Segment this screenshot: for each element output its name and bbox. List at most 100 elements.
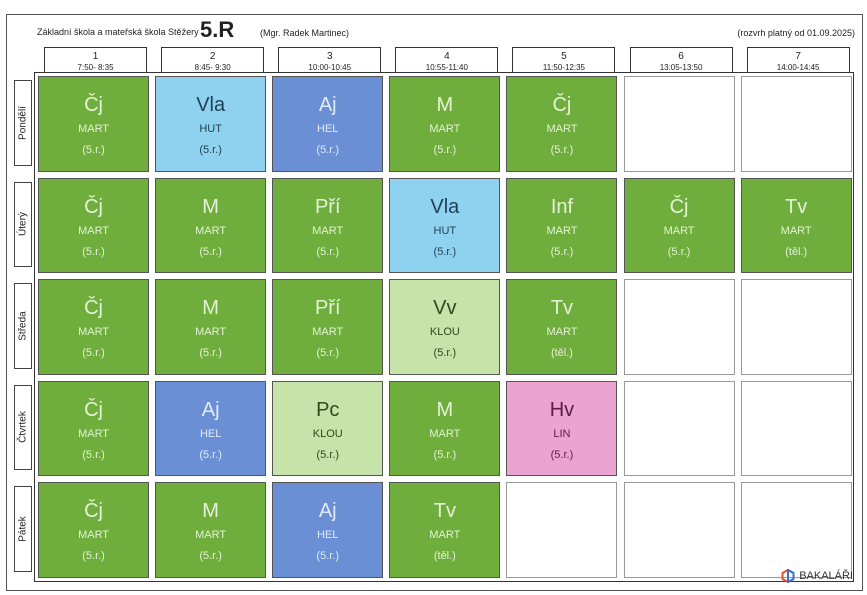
lesson-subject: Tv xyxy=(433,500,456,522)
lesson-cell: M MART (5.r.) xyxy=(155,482,267,578)
lesson-room: (těl.) xyxy=(785,245,808,258)
day-header-4: Čtvrtek xyxy=(14,384,32,470)
period-header-4: 4 10:55-11:40 xyxy=(395,47,499,73)
day-label: Pátek xyxy=(17,515,29,542)
lesson-subject: Čj xyxy=(84,297,103,319)
lesson-cell: Tv MART (těl.) xyxy=(740,177,852,273)
lesson-teacher: MART xyxy=(312,224,344,237)
day-label: Čtvrtek xyxy=(17,411,29,444)
lesson-teacher: HEL xyxy=(317,123,339,135)
lesson-subject: Aj xyxy=(201,398,220,421)
lesson-cell: Čj MART (5.r.) xyxy=(38,279,150,375)
lesson-cell: Tv MART (těl.) xyxy=(389,482,501,578)
lesson-cell: Pří MART (5.r.) xyxy=(272,177,384,273)
lesson-subject: Vla xyxy=(430,195,460,218)
lesson-cell: M MART (5.r.) xyxy=(155,279,267,375)
lesson-room: (5.r.) xyxy=(199,550,222,562)
lesson-cell: Čj MART (5.r.) xyxy=(38,76,150,172)
lesson-subject: Vv xyxy=(433,297,457,319)
lesson-room: (5.r.) xyxy=(433,347,457,359)
class-teacher: (Mgr. Radek Martinec) xyxy=(260,28,350,38)
lesson-cell: M MART (5.r.) xyxy=(155,177,267,273)
lesson-teacher: MART xyxy=(429,123,461,135)
lesson-subject: M xyxy=(202,500,219,522)
lesson-room: (5.r.) xyxy=(316,144,340,156)
period-number: 7 xyxy=(795,51,801,62)
lesson-room: (5.r.) xyxy=(199,144,222,156)
day-label: Středa xyxy=(17,311,29,341)
period-number: 5 xyxy=(561,51,567,62)
school-name: Základní škola a mateřská škola Stěžery xyxy=(37,27,199,37)
period-time: 7:50- 8:35 xyxy=(77,63,114,72)
lesson-teacher: KLOU xyxy=(429,326,460,338)
lesson-room: (5.r.) xyxy=(82,245,105,258)
period-number: 1 xyxy=(92,51,99,62)
period-number: 6 xyxy=(678,51,684,62)
lesson-teacher: MART xyxy=(195,326,227,338)
day-label: Úterý xyxy=(17,212,29,237)
lesson-subject: Pří xyxy=(314,297,341,319)
lesson-subject: Čj xyxy=(84,94,103,116)
lesson-cell: Hv LIN (5.r.) xyxy=(506,380,618,476)
period-header-6: 6 13:05-13:50 xyxy=(629,47,733,73)
lesson-room: (5.r.) xyxy=(82,144,105,156)
lesson-teacher: MART xyxy=(78,427,110,440)
lesson-cell: Inf MART (5.r.) xyxy=(506,177,618,273)
period-number: 2 xyxy=(209,51,216,62)
lesson-teacher: MART xyxy=(195,529,227,541)
lesson-room: (5.r.) xyxy=(316,347,340,359)
lesson-room: (5.r.) xyxy=(433,245,457,258)
lesson-cell: Čj MART (5.r.) xyxy=(38,380,150,476)
lesson-teacher: MART xyxy=(78,326,110,338)
lesson-subject: Tv xyxy=(550,297,574,319)
lesson-cell: Vla HUT (5.r.) xyxy=(155,76,267,172)
lesson-teacher: HUT xyxy=(433,224,457,237)
lesson-subject: Pří xyxy=(314,195,341,218)
timetable-grid: Čj MART (5.r.) Vla HUT (5.r.) Aj HEL (5.r.) M MART… xyxy=(34,72,854,582)
lesson-cell: Aj HEL (5.r.) xyxy=(272,76,384,172)
period-time: 13:05-13:50 xyxy=(659,63,703,72)
lesson-teacher: MART xyxy=(546,326,578,338)
day-header-2: Úterý xyxy=(14,181,32,267)
period-number: 4 xyxy=(444,51,450,62)
lesson-subject: Vla xyxy=(196,94,226,116)
lesson-teacher: MART xyxy=(780,224,812,237)
lesson-cell: Čj MART (5.r.) xyxy=(38,177,150,273)
lesson-teacher: MART xyxy=(429,529,461,541)
lesson-subject: Čj xyxy=(84,398,103,421)
lesson-teacher: MART xyxy=(546,123,578,135)
period-time: 10:55-11:40 xyxy=(425,63,468,72)
lesson-teacher: MART xyxy=(663,224,695,237)
lesson-cell: Čj MART (5.r.) xyxy=(38,482,150,578)
lesson-subject: M xyxy=(436,398,454,421)
period-header-5: 5 11:50-12:35 xyxy=(512,47,616,73)
lesson-cell: M MART (5.r.) xyxy=(389,76,501,172)
empty-cell xyxy=(740,380,852,476)
period-time: 14:00-14:45 xyxy=(776,63,820,72)
lesson-room: (5.r.) xyxy=(316,448,340,461)
lesson-cell: Pří MART (5.r.) xyxy=(272,279,384,375)
empty-cell xyxy=(623,76,735,172)
lesson-subject: Aj xyxy=(318,500,337,522)
lesson-cell: Aj HEL (5.r.) xyxy=(155,380,267,476)
lesson-subject: Čj xyxy=(84,500,103,522)
lesson-room: (5.r.) xyxy=(199,448,222,461)
empty-cell xyxy=(623,482,735,578)
lesson-room: (5.r.) xyxy=(433,144,457,156)
lesson-subject: Čj xyxy=(84,195,103,218)
period-header-1: 1 7:50- 8:35 xyxy=(44,47,148,73)
empty-cell xyxy=(623,380,735,476)
lesson-subject: Tv xyxy=(785,195,808,218)
lesson-teacher: MART xyxy=(78,224,110,237)
empty-cell xyxy=(623,279,735,375)
lesson-cell: Pc KLOU (5.r.) xyxy=(272,380,384,476)
lesson-teacher: MART xyxy=(78,123,110,135)
lesson-cell: Aj HEL (5.r.) xyxy=(272,482,384,578)
lesson-teacher: MART xyxy=(429,427,461,440)
lesson-room: (5.r.) xyxy=(433,448,457,461)
lesson-cell: Čj MART (5.r.) xyxy=(623,177,735,273)
lesson-teacher: MART xyxy=(195,224,227,237)
lesson-room: (5.r.) xyxy=(550,448,574,461)
bakalari-logo: BAKALÁŘI xyxy=(781,569,853,583)
lesson-subject: Hv xyxy=(549,398,575,421)
